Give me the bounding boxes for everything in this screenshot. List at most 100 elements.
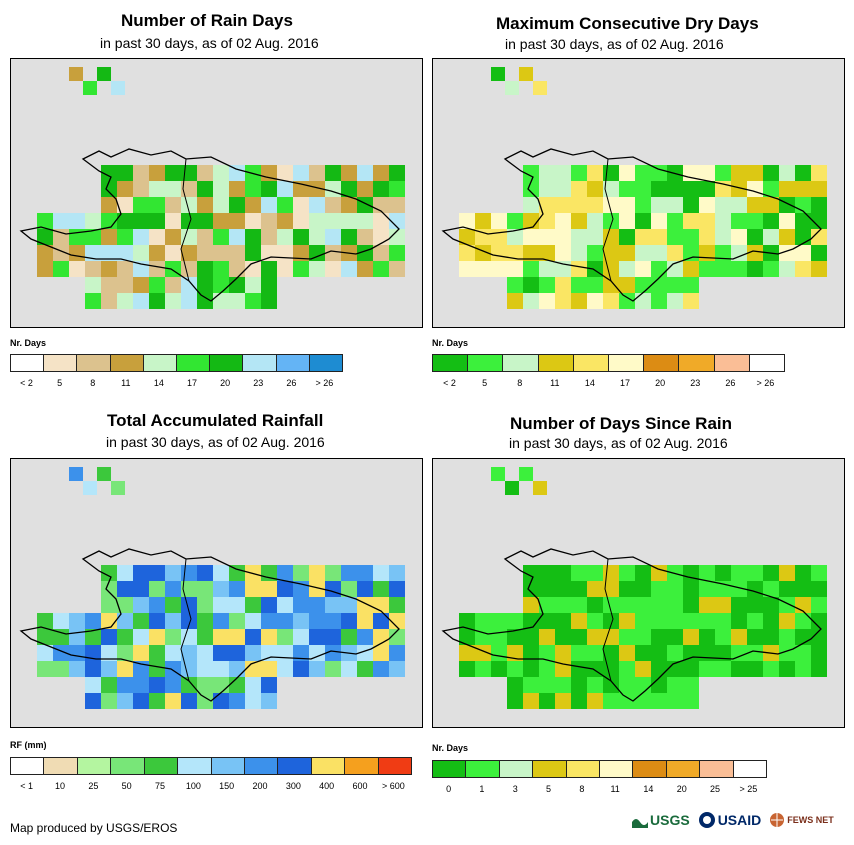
map-cell: [101, 213, 117, 229]
legend-label: 5: [546, 784, 552, 794]
map-cell: [357, 229, 373, 245]
map-cell: [165, 197, 181, 213]
map-cell: [523, 277, 539, 293]
legend-swatch: [503, 355, 539, 371]
legend-swatch: [633, 761, 667, 777]
map-cell: [683, 245, 699, 261]
map-cell: [715, 645, 731, 661]
map-cell: [245, 277, 261, 293]
map-cell: [619, 645, 635, 661]
map-cell: [731, 565, 747, 581]
map-cell: [651, 629, 667, 645]
map-cell: [603, 677, 619, 693]
map-cell: [555, 181, 571, 197]
legend-swatch: [11, 355, 45, 371]
map-cell: [539, 261, 555, 277]
map-cell: [213, 197, 229, 213]
legend-label: 200: [252, 781, 268, 791]
map-cell: [53, 613, 69, 629]
map-cell: [491, 613, 507, 629]
map-cell: [491, 661, 507, 677]
map-cell: [165, 245, 181, 261]
map-cell: [117, 581, 133, 597]
map-cell: [341, 581, 357, 597]
map-raster: [19, 67, 405, 309]
map-cell: [667, 261, 683, 277]
map-cell: [373, 229, 389, 245]
map-cell: [149, 565, 165, 581]
legend-label: 400: [319, 781, 335, 791]
map-cell: [37, 645, 53, 661]
map-cell: [245, 245, 261, 261]
map-cell: [779, 629, 795, 645]
legend-title: RF (mm): [10, 740, 47, 750]
map-cell: [213, 613, 229, 629]
map-cell: [133, 277, 149, 293]
map-cell: [635, 181, 651, 197]
map-cell: [69, 261, 85, 277]
map-cell: [587, 229, 603, 245]
legend-label: 0: [446, 784, 452, 794]
map-cell: [811, 197, 827, 213]
legend-swatch: [143, 355, 178, 371]
map-cell: [133, 629, 149, 645]
map-cell: [181, 293, 197, 309]
map-cell: [731, 645, 747, 661]
map-cell: [731, 261, 747, 277]
map-cell: [683, 693, 699, 709]
map-cell: [667, 629, 683, 645]
map-cell: [149, 677, 165, 693]
map-cell: [571, 677, 587, 693]
panel-title: Number of Rain Days: [121, 11, 293, 30]
map-cell: [587, 213, 603, 229]
map-raster: [441, 467, 827, 709]
legend-swatch: [600, 761, 634, 777]
map-cell: [747, 581, 763, 597]
map-cell: [795, 661, 811, 677]
map-cell: [117, 245, 133, 261]
map-cell: [811, 565, 827, 581]
legend-label: 23: [690, 378, 701, 388]
map-cell: [117, 293, 133, 309]
map-cell: [117, 213, 133, 229]
map-cell: [491, 645, 507, 661]
map-cell: [69, 645, 85, 661]
map-cell: [667, 213, 683, 229]
map-cell: [491, 67, 505, 81]
map-cell: [245, 213, 261, 229]
map-cell: [555, 565, 571, 581]
map-cell: [603, 581, 619, 597]
map-cell: [619, 261, 635, 277]
map-cell: [165, 181, 181, 197]
map-cell: [667, 597, 683, 613]
map-cell: [505, 481, 519, 495]
map-cell: [491, 213, 507, 229]
map-cell: [197, 693, 213, 709]
map-cell: [523, 677, 539, 693]
map-cell: [69, 661, 85, 677]
map-cell: [229, 181, 245, 197]
map-cell: [779, 565, 795, 581]
map-cell: [667, 197, 683, 213]
map-cell: [699, 261, 715, 277]
map-cell: [699, 165, 715, 181]
map-cell: [459, 629, 475, 645]
map-cell: [603, 197, 619, 213]
map-cell: [229, 245, 245, 261]
map-cell: [763, 181, 779, 197]
map-cell: [97, 467, 111, 481]
map-cell: [635, 597, 651, 613]
map-cell: [539, 581, 555, 597]
map-cell: [571, 693, 587, 709]
map-cell: [619, 693, 635, 709]
usaid-logo: USAID: [698, 811, 761, 829]
map-cell: [555, 693, 571, 709]
map-cell: [133, 597, 149, 613]
map-cell: [587, 677, 603, 693]
map-cell: [309, 613, 325, 629]
map-cell: [213, 165, 229, 181]
map-cell: [85, 293, 101, 309]
map-cell: [165, 693, 181, 709]
legend-swatch: [573, 355, 610, 371]
map-cell: [293, 197, 309, 213]
